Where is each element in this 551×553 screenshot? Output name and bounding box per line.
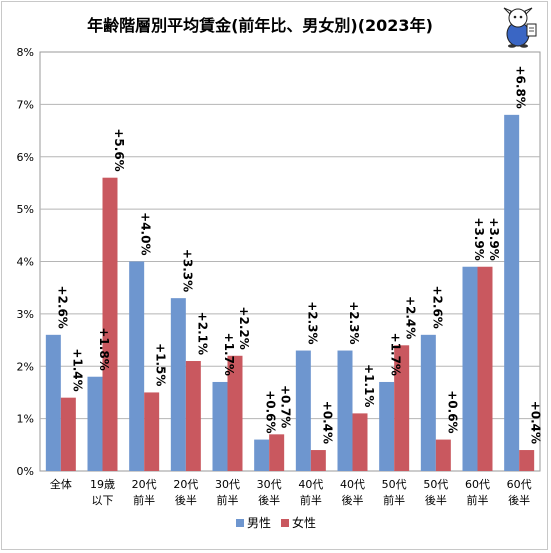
bar — [269, 434, 285, 471]
x-tick-label: 前半 — [467, 493, 489, 507]
x-tick-label: 40代 — [340, 478, 365, 491]
bar — [394, 345, 410, 471]
bar — [102, 177, 118, 471]
x-tick-label: 後半 — [342, 493, 364, 507]
bar — [310, 450, 326, 471]
y-tick-label: 3% — [17, 308, 34, 321]
bar — [477, 266, 493, 471]
bar — [435, 439, 451, 471]
data-label: +1.7% — [389, 333, 403, 376]
x-tick-label: 20代 — [132, 478, 157, 491]
y-tick-label: 2% — [17, 360, 34, 373]
bar — [87, 376, 103, 471]
data-label: +0.4% — [320, 401, 334, 444]
x-tick-label: 後半 — [258, 493, 280, 507]
bar — [129, 261, 145, 471]
legend-label: 男性 — [247, 516, 271, 530]
data-label: +2.2% — [237, 306, 251, 349]
y-tick-label: 1% — [17, 413, 34, 426]
bar — [254, 439, 270, 471]
chart-title: 年齢階層別平均賃金(前年比、男女別)(2023年) — [87, 16, 433, 35]
x-tick-label: 後半 — [425, 493, 447, 507]
data-label: +4.0% — [139, 212, 153, 255]
data-label: +1.1% — [362, 364, 376, 407]
bar — [337, 350, 353, 471]
bar — [462, 266, 478, 471]
data-label: +5.6% — [112, 128, 126, 171]
data-label: +2.6% — [55, 285, 69, 328]
bar — [504, 114, 520, 471]
x-tick-label: 後半 — [175, 493, 197, 507]
bar — [170, 298, 186, 471]
x-tick-label: 全体 — [50, 477, 72, 491]
x-tick-label: 40代 — [298, 478, 323, 491]
data-label: +3.3% — [180, 249, 194, 292]
x-tick-label: 19歳 — [90, 478, 115, 491]
data-label: +0.7% — [279, 385, 293, 428]
y-tick-label: 4% — [17, 256, 34, 269]
bar — [420, 334, 436, 471]
data-label: +3.9% — [487, 217, 501, 260]
y-tick-label: 8% — [17, 46, 34, 59]
x-tick-label: 50代 — [423, 478, 448, 491]
data-label: +1.4% — [70, 348, 84, 391]
data-label: +3.9% — [472, 217, 486, 260]
x-tick-label: 20代 — [173, 478, 198, 491]
x-tick-label: 50代 — [382, 478, 407, 491]
bar — [379, 381, 395, 471]
data-label: +1.7% — [222, 333, 236, 376]
x-tick-label: 60代 — [507, 478, 532, 491]
data-label: +2.6% — [430, 285, 444, 328]
x-tick-label: 前半 — [133, 493, 155, 507]
bar — [227, 355, 243, 471]
bar — [295, 350, 311, 471]
data-label: +2.1% — [195, 312, 209, 355]
x-tick-label: 前半 — [217, 493, 239, 507]
x-tick-label: 前半 — [383, 493, 405, 507]
data-label: +2.4% — [404, 296, 418, 339]
legend-swatch — [281, 519, 289, 527]
data-label: +0.6% — [264, 390, 278, 433]
data-label: +6.8% — [514, 66, 528, 109]
bar — [60, 397, 76, 471]
mascot-icon — [503, 7, 537, 48]
x-tick-label: 30代 — [215, 478, 240, 491]
data-label: +2.3% — [347, 301, 361, 344]
data-label: +0.6% — [445, 390, 459, 433]
bar — [519, 450, 535, 471]
y-tick-label: 7% — [17, 98, 34, 111]
x-tick-label: 後半 — [508, 493, 530, 507]
bar — [352, 413, 368, 471]
data-label: +0.4% — [529, 401, 543, 444]
bar — [185, 361, 201, 471]
bar — [45, 334, 61, 471]
x-tick-label: 以下 — [92, 494, 114, 507]
x-tick-label: 30代 — [257, 478, 282, 491]
bar — [212, 381, 228, 471]
bar — [144, 392, 160, 471]
data-label: +1.5% — [154, 343, 168, 386]
x-tick-label: 前半 — [300, 493, 322, 507]
legend-label: 女性 — [292, 515, 316, 530]
y-tick-label: 5% — [17, 203, 34, 216]
x-tick-label: 60代 — [465, 478, 490, 491]
y-tick-label: 6% — [17, 151, 34, 164]
legend-swatch — [236, 519, 244, 527]
data-label: +2.3% — [305, 301, 319, 344]
data-label: +1.8% — [97, 327, 111, 370]
y-tick-label: 0% — [17, 465, 34, 478]
